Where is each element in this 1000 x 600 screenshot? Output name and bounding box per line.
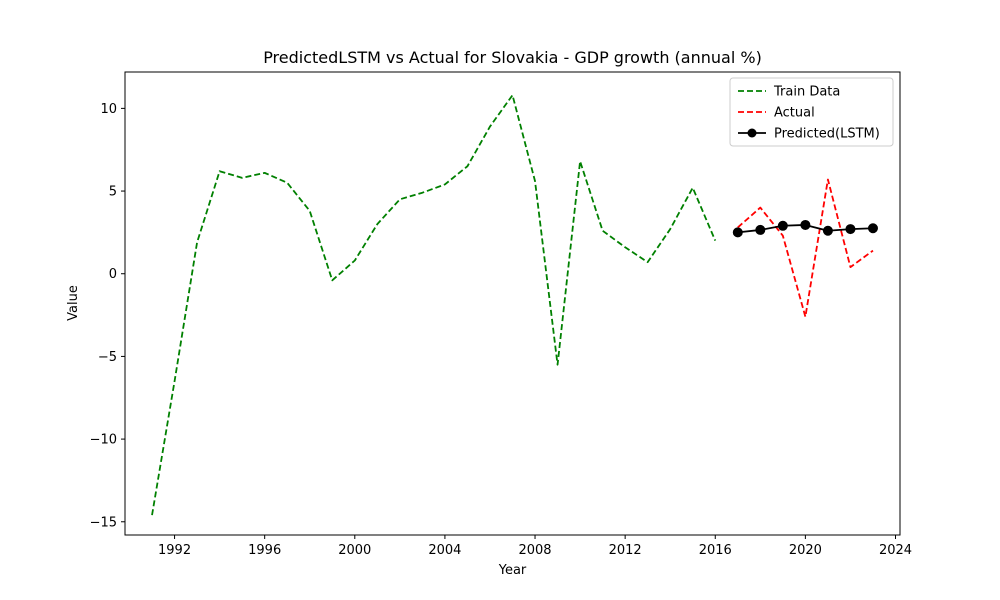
- data-point-predicted-lstm: [845, 224, 856, 235]
- axes: 1992 1996 2000 2004 2008 2012 2016 2020 2024 −15 −…: [90, 71, 912, 558]
- legend-label-train-data: Train Data: [773, 85, 840, 100]
- x-axis-label: Year: [498, 563, 527, 578]
- x-tick-label: 2000: [338, 543, 371, 558]
- legend: Train Data Actual Predicted(LSTM): [729, 77, 894, 147]
- legend-box: [729, 77, 894, 147]
- legend-label-actual: Actual: [774, 106, 815, 121]
- legend-marker-predicted-lstm: [747, 128, 757, 138]
- x-tick-label: 1992: [158, 543, 191, 558]
- data-point-predicted-lstm: [755, 224, 766, 235]
- data-point-predicted-lstm: [777, 220, 788, 231]
- x-tick-label: 2008: [518, 543, 551, 558]
- series-line-train-data: [151, 94, 717, 516]
- y-tick-label: −15: [90, 515, 117, 530]
- data-point-predicted-lstm: [732, 227, 743, 238]
- y-tick-label: −5: [98, 350, 117, 365]
- legend-label-predicted-lstm: Predicted(LSTM): [774, 127, 880, 142]
- x-tick-label: 2004: [428, 543, 461, 558]
- y-tick-label: 5: [109, 185, 117, 200]
- chart-title: PredictedLSTM vs Actual for Slovakia - G…: [263, 48, 762, 67]
- x-tick-label: 2020: [789, 543, 822, 558]
- data-point-predicted-lstm: [800, 219, 811, 230]
- series-line-actual: [737, 178, 874, 318]
- axes-frame: [124, 71, 901, 536]
- y-tick-label: 10: [100, 102, 117, 117]
- x-tick-label: 2016: [699, 543, 732, 558]
- x-tick-label: 1996: [248, 543, 281, 558]
- data-point-predicted-lstm: [867, 223, 878, 234]
- data-point-predicted-lstm: [822, 225, 833, 236]
- y-tick-label: −10: [90, 433, 117, 448]
- x-tick-label: 2012: [609, 543, 642, 558]
- y-tick-label: 0: [109, 267, 117, 282]
- y-axis-label: Value: [66, 285, 81, 321]
- x-tick-label: 2024: [879, 543, 912, 558]
- plot-area: [151, 94, 878, 516]
